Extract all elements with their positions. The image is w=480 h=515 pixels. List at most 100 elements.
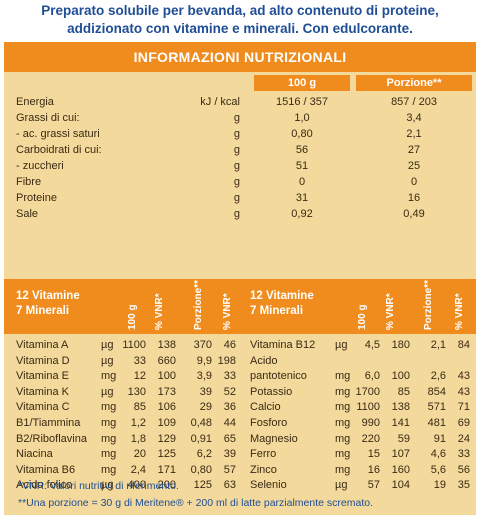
vitamin-portion: 91 — [433, 432, 446, 445]
vitamin-unit: mg — [101, 416, 117, 429]
nutrient-portion: 27 — [407, 144, 421, 156]
col-100g-right: 100 g — [357, 304, 368, 330]
nutrient-per100: 0 — [298, 176, 306, 188]
vitamin-row: Vitamina D µg 33 660 9,9 198 Acido — [4, 354, 476, 370]
nutrient-name: - ac. grassi saturi — [16, 128, 100, 140]
nutrition-row: Carboidrati di cui: g 56 27 — [4, 142, 476, 158]
vitamin-unit: mg — [335, 432, 351, 445]
vitamin-unit: mg — [335, 385, 351, 398]
vitamins-header: 12 Vitamine 7 Minerali 12 Vitamine 7 Miner… — [4, 279, 476, 334]
vitamin-name: B1/Tiammina — [16, 416, 81, 429]
vitamin-unit: µg — [101, 354, 114, 367]
vitamin-vnr2: 35 — [457, 479, 470, 492]
vitamin-vnr2: 33 — [457, 448, 470, 461]
vitamin-unit: mg — [335, 370, 351, 383]
vitamin-name: Zinco — [250, 463, 277, 476]
vitamin-vnr2: 198 — [217, 354, 236, 367]
vitamin-unit: mg — [101, 432, 117, 445]
vitamin-vnr2: 52 — [223, 385, 236, 398]
nutrient-unit: g — [233, 208, 240, 220]
vitamin-per100: 6,0 — [364, 370, 380, 383]
vitamin-vnr: 660 — [157, 354, 176, 367]
nutrition-row: Sale g 0,92 0,49 — [4, 206, 476, 222]
vitamin-vnr: 59 — [397, 432, 410, 445]
vitamin-portion: 370 — [193, 339, 212, 351]
vitamin-unit: µg — [101, 479, 114, 492]
vitamin-portion: 481 — [427, 416, 446, 429]
footnotes: *VNR: Valori nutritivi di riferimento. *… — [0, 478, 480, 512]
vitamin-per100: 990 — [361, 416, 380, 429]
vitamin-per100: 1,8 — [130, 432, 146, 445]
vitamin-portion: 39 — [199, 385, 212, 398]
nutrition-row: Grassi di cui: g 1,0 3,4 — [4, 110, 476, 126]
vitamin-vnr: 138 — [157, 339, 176, 351]
vitamin-portion: 6,2 — [196, 448, 212, 461]
vitamin-vnr: 138 — [391, 401, 410, 414]
vitamin-portion: 571 — [427, 401, 446, 414]
col-vnr2-right: % VNR* — [454, 293, 465, 330]
vitamin-portion: 2,1 — [430, 339, 446, 351]
vitamin-unit: mg — [335, 463, 351, 476]
nutrient-unit: kJ / kcal — [200, 96, 240, 108]
vitamin-row: Acido folico µg 400 200 125 63 Selenio µg 57 104 1… — [4, 478, 476, 494]
nutrient-per100: 31 — [295, 192, 309, 204]
vitamin-unit: mg — [335, 401, 351, 414]
nutrient-unit: g — [233, 176, 240, 188]
vitamin-row: B1/Tiammina mg 1,2 109 0,48 44 Fosforo mg 990 141… — [4, 416, 476, 432]
vitamin-vnr2: 71 — [457, 401, 470, 414]
vitamin-vnr2: 56 — [457, 463, 470, 476]
vitamin-unit: mg — [101, 463, 117, 476]
vitamin-portion: 854 — [427, 385, 446, 398]
vitamin-vnr: 160 — [391, 463, 410, 476]
vitamin-unit: µg — [101, 339, 114, 351]
vitamin-per100: 1100 — [122, 339, 146, 351]
vitamin-portion: 3,9 — [196, 370, 212, 383]
vitamin-vnr2: 24 — [457, 432, 470, 445]
vitamin-vnr2: 69 — [457, 416, 470, 429]
vitamin-vnr2: 63 — [223, 479, 236, 492]
vitamin-vnr2: 43 — [457, 370, 470, 383]
vitamin-per100: 85 — [133, 401, 146, 414]
vitamin-portion: 2,6 — [430, 370, 446, 383]
vitamin-portion: 19 — [433, 479, 446, 492]
vitamin-vnr: 129 — [157, 432, 176, 445]
vitamin-per100: 1700 — [355, 385, 380, 398]
vitamin-portion: 29 — [199, 401, 212, 414]
vitamin-unit: mg — [101, 448, 117, 461]
vitamin-vnr: 100 — [391, 370, 410, 383]
vitamin-row: B2/Riboflavina mg 1,8 129 0,91 65 Magnesio mg 22… — [4, 432, 476, 448]
vitamin-per100: 15 — [367, 448, 380, 461]
vitamin-per100: 1100 — [356, 401, 380, 414]
nutrient-unit: g — [233, 144, 240, 156]
vitamin-vnr: 200 — [157, 479, 176, 492]
vitamin-vnr2: 84 — [457, 339, 470, 351]
vitamin-name: Vitamina E — [16, 370, 69, 383]
vitamin-vnr: 109 — [157, 416, 176, 429]
nutrient-unit: g — [233, 112, 240, 124]
vitamin-portion: 125 — [193, 479, 212, 492]
vitamin-portion: 4,6 — [430, 448, 446, 461]
vitamin-vnr2: 57 — [223, 463, 236, 476]
vitamin-name: Vitamina B12 — [250, 339, 316, 351]
nutrient-portion: 0,49 — [403, 208, 425, 220]
nutrient-per100: 0,80 — [291, 128, 313, 140]
product-description: Preparato solubile per bevanda, ad alto … — [0, 0, 480, 42]
nutrient-unit: g — [233, 160, 240, 172]
vitamin-vnr2: 36 — [223, 401, 236, 414]
vitamin-vnr: 106 — [157, 401, 176, 414]
vitamin-name: Vitamina B6 — [16, 463, 76, 476]
vitamin-unit: mg — [335, 448, 351, 461]
vitamin-row: Vitamina C mg 85 106 29 36 Calcio mg 1100 138 571 7… — [4, 400, 476, 416]
vitamin-vnr2: 65 — [223, 432, 236, 445]
vitamin-name: Calcio — [250, 401, 281, 414]
vitamin-row: Vitamina E mg 12 100 3,9 33 pantotenico mg 6,0 10… — [4, 369, 476, 385]
nutrition-panel: INFORMAZIONI NUTRIZIONALI 100 g Porzione… — [4, 42, 476, 515]
vitamin-row: Niacina mg 20 125 6,2 39 Ferro mg 15 107 4,6 33 — [4, 447, 476, 463]
nutrition-row: Fibre g 0 0 — [4, 174, 476, 190]
nutrition-title: INFORMAZIONI NUTRIZIONALI — [4, 42, 476, 72]
nutrition-row: Proteine g 31 16 — [4, 190, 476, 206]
vitamin-vnr: 171 — [157, 463, 176, 476]
vitamin-per100: 130 — [127, 385, 146, 398]
vitamin-row: Vitamina B6 mg 2,4 171 0,80 57 Zinco mg 16 160 5,6… — [4, 463, 476, 479]
vitamin-per100: 220 — [361, 432, 380, 445]
